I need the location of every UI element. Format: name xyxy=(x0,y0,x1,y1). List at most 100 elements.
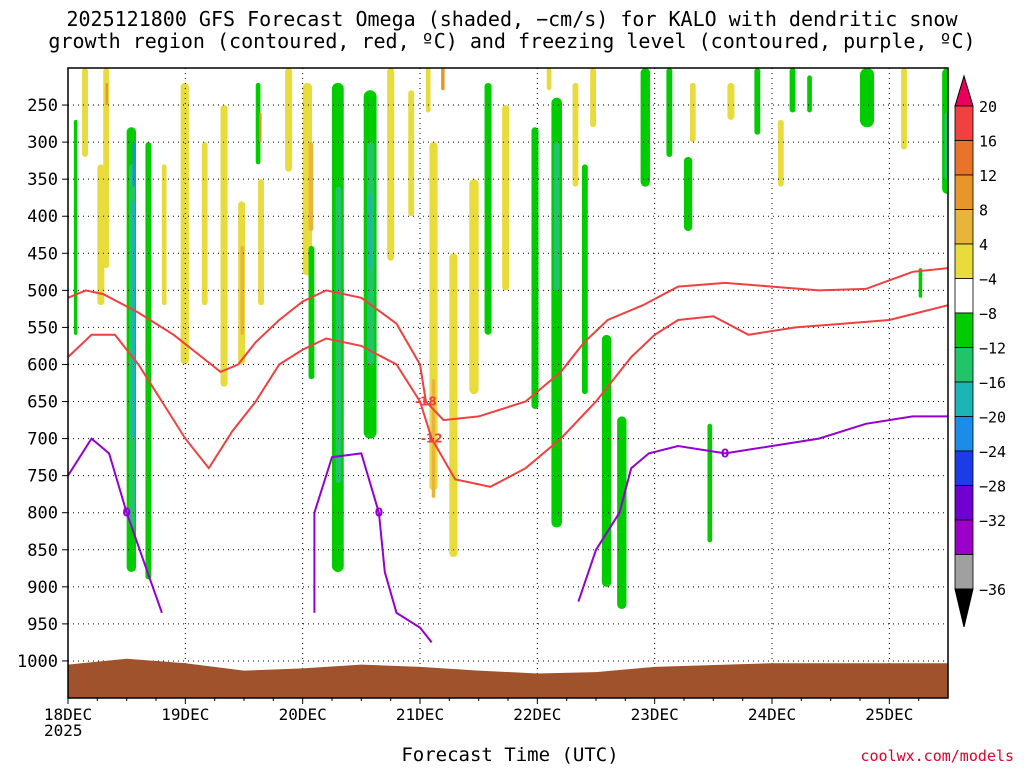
x-tick-label: 18DEC xyxy=(44,705,92,724)
colorbar-segment xyxy=(954,381,974,417)
omega-shade-streak xyxy=(581,164,588,395)
axes: 250 300 350 400 450 500 550 600 650 700 750 800 850 9… xyxy=(17,67,949,724)
omega-shade-streak xyxy=(387,68,395,261)
colorbar-segment xyxy=(954,174,974,210)
omega-shade-streak xyxy=(531,127,539,409)
chart-title-line-1: 2025121800 GFS Forecast Omega (shaded, −… xyxy=(66,7,958,31)
colorbar-label: 8 xyxy=(979,202,988,220)
omega-shade-streak xyxy=(308,245,315,380)
omega-shade-streak xyxy=(590,68,596,128)
x-tick-label: 25DEC xyxy=(865,705,913,724)
omega-shade-streak xyxy=(666,68,673,157)
y-tick-label: 500 xyxy=(27,281,58,301)
omega-shade-streak xyxy=(105,82,108,106)
omega-shade-streak xyxy=(429,142,438,491)
omega-shade-streak xyxy=(408,90,415,217)
colorbar-segment xyxy=(954,519,974,555)
colorbar-segment xyxy=(954,105,974,141)
x-tick-label: 19DEC xyxy=(161,705,209,724)
colorbar-label: 20 xyxy=(979,98,997,116)
omega-shade-streak xyxy=(425,68,431,113)
omega-shade-streak xyxy=(441,68,445,91)
y-tick-label: 250 xyxy=(27,96,58,116)
contour-line xyxy=(68,267,948,422)
omega-shade-streak xyxy=(240,245,244,335)
y-tick-label: 550 xyxy=(27,318,58,338)
colorbar-label: −12 xyxy=(979,340,1006,358)
y-tick-label: 650 xyxy=(27,393,58,413)
omega-shade-streak xyxy=(944,112,948,180)
x-tick-label: 22DEC xyxy=(513,705,561,724)
ground-surface xyxy=(68,658,948,698)
omega-shade-streak xyxy=(220,105,228,387)
y-tick-label: 850 xyxy=(27,541,58,561)
contour-label: -18 xyxy=(415,395,437,409)
omega-shade-streak xyxy=(161,164,167,306)
omega-shade-streak xyxy=(449,253,458,558)
year-label: 2025 xyxy=(44,721,83,740)
omega-shade-streak xyxy=(145,142,152,580)
omega-shade-streak xyxy=(640,68,650,187)
contour-line xyxy=(577,415,948,602)
colorbar-label: −8 xyxy=(979,305,997,323)
contour-line xyxy=(313,452,433,644)
ground-layer xyxy=(68,658,948,698)
omega-shade-streak xyxy=(103,68,110,269)
colorbar-label: −4 xyxy=(979,271,997,289)
omega-shade-streak xyxy=(201,142,208,306)
credit-link[interactable]: coolwx.com/models xyxy=(860,747,1014,765)
colorbar-label: 4 xyxy=(979,236,988,254)
contour-label: 0 xyxy=(375,506,383,520)
contour-line xyxy=(68,304,948,488)
omega-shade-streak xyxy=(308,142,314,232)
colorbar-segment xyxy=(954,209,974,245)
y-tick-label: 800 xyxy=(27,504,58,524)
contour-label: 0 xyxy=(721,446,729,460)
omega-shade-streak xyxy=(860,68,875,128)
omega-shade-streak xyxy=(807,75,812,113)
contour-label: -12 xyxy=(421,432,443,446)
omega-shade-streak xyxy=(180,82,189,365)
colorbar-segment xyxy=(954,485,974,521)
omega-shade-streak xyxy=(131,201,135,439)
omega-shade-streak xyxy=(258,179,264,306)
y-tick-label: 700 xyxy=(27,430,58,450)
omega-shade-streak xyxy=(601,334,612,587)
colorbar-label: −28 xyxy=(979,478,1006,496)
omega-shade-streak xyxy=(707,423,713,543)
colorbar-label: −32 xyxy=(979,512,1006,530)
colorbar-label: −16 xyxy=(979,374,1006,392)
colorbar-segment xyxy=(954,554,974,590)
omega-shade-streak xyxy=(82,68,88,157)
contour-line xyxy=(68,437,163,614)
x-tick-label: 23DEC xyxy=(631,705,679,724)
omega-shade-streak xyxy=(368,194,372,269)
omega-shade-streak xyxy=(789,68,796,113)
omega-shade-streak xyxy=(689,82,696,143)
omega-shade-streak xyxy=(754,68,761,135)
omega-shade-streak xyxy=(484,82,492,335)
colorbar-segment xyxy=(954,416,974,452)
colorbar-top-arrow xyxy=(954,74,974,107)
colorbar-segment xyxy=(954,243,974,279)
y-tick-label: 1000 xyxy=(17,652,58,672)
omega-shade-streak xyxy=(901,68,907,150)
omega-shade-streak xyxy=(285,68,293,172)
y-tick-label: 450 xyxy=(27,244,58,264)
colorbar-segment xyxy=(954,278,974,314)
colorbar-segment xyxy=(954,347,974,383)
omega-shade-streak xyxy=(97,164,105,306)
colorbar-label: 16 xyxy=(979,133,997,151)
gridlines xyxy=(68,68,948,698)
omega-shade-streak xyxy=(777,119,784,187)
y-tick-label: 950 xyxy=(27,615,58,635)
omega-shading xyxy=(73,68,948,610)
contour-layer: -18 -12 0 0 0 xyxy=(68,267,948,644)
omega-shade-streak xyxy=(918,268,923,298)
y-tick-label: 750 xyxy=(27,467,58,487)
omega-shade-streak xyxy=(132,142,135,187)
x-tick-label: 24DEC xyxy=(748,705,796,724)
x-axis-label: Forecast Time (UTC) xyxy=(401,744,619,766)
y-tick-label: 350 xyxy=(27,170,58,190)
